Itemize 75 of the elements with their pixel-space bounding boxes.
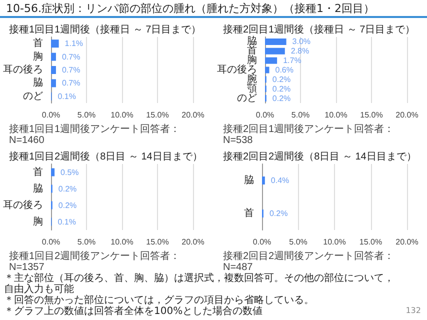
y-tick-label: 耳の後ろ	[217, 64, 257, 76]
data-label: 0.7%	[62, 66, 80, 74]
x-tick-label: 10.0%	[324, 110, 348, 120]
data-label: 0.1%	[58, 217, 76, 226]
text: 接種1回目2週間後アンケート回答者：N=1357	[9, 250, 180, 273]
x-tick-label: 15.0%	[146, 110, 169, 120]
x-tick-label: 5.0%	[289, 238, 308, 246]
y-tick-label: 脇	[244, 174, 254, 186]
bar	[51, 66, 56, 74]
data-label: 3.0%	[292, 37, 311, 46]
y-tick-label: 首	[33, 166, 43, 178]
x-tick-label: 0.0%	[42, 110, 60, 120]
chart-title: 接種1回目2週間後（8日目 ～ 14日目まで）	[9, 150, 202, 162]
data-label: 0.4%	[270, 176, 290, 185]
y-tick-label: 胸	[33, 50, 43, 62]
y-tick-label: 脇	[33, 76, 43, 89]
x-tick-label: 10.0%	[110, 238, 134, 246]
bar	[51, 40, 59, 48]
data-label: 0.2%	[272, 94, 291, 103]
data-label: 0.2%	[58, 184, 77, 194]
chart-title: 接種1回目1週間後（接種日 ～ 7日目まで）	[9, 24, 202, 36]
y-tick-label: 耳の後ろ	[3, 64, 43, 76]
y-tick-label: 脇	[33, 182, 43, 194]
text: 接種2回目1週間後アンケート回答者：N=538	[223, 123, 394, 146]
y-tick-label: 首	[33, 37, 43, 50]
text: ＊グラフ上の数値は回答者全体を100%とした場合の数値	[4, 306, 264, 317]
x-tick-label: 20.0%	[396, 238, 418, 246]
y-tick-label: 腕	[247, 72, 257, 85]
data-label: 0.6%	[275, 66, 294, 74]
chart-title: 接種2回目2週間後（8日目 ～ 14日目まで）	[223, 150, 416, 162]
x-tick-label: 10.0%	[323, 238, 346, 246]
data-label: 2.8%	[290, 46, 310, 56]
data-label: 0.5%	[60, 168, 79, 177]
x-tick-label: 15.0%	[360, 110, 383, 120]
x-tick-label: 0.0%	[256, 110, 274, 120]
text: 132	[406, 306, 421, 315]
bar	[265, 57, 278, 64]
x-tick-label: 15.0%	[146, 238, 169, 246]
data-label: 0.7%	[62, 52, 80, 62]
data-label: 1.7%	[283, 56, 302, 66]
x-tick-label: 10.0%	[110, 110, 134, 120]
data-label: 0.1%	[58, 92, 76, 101]
chart-title: 接種2回目1週間後（接種日 ～ 7日目まで）	[223, 24, 416, 36]
text: 10-56.症状別：リンパ節の部位の腫れ（腫れた方対象）（接種1・2回目）	[6, 1, 374, 16]
data-label: 0.2%	[272, 74, 291, 84]
bar	[265, 38, 286, 45]
x-tick-label: 5.0%	[77, 110, 96, 120]
bar	[265, 48, 285, 54]
x-tick-label: 20.0%	[396, 110, 418, 120]
x-tick-label: 15.0%	[359, 238, 382, 246]
x-tick-label: 5.0%	[77, 238, 96, 246]
text: 接種2回目2週間後アンケート回答者：N=487	[223, 250, 394, 273]
x-tick-label: 20.0%	[182, 110, 204, 120]
y-tick-label: 耳の後ろ	[3, 198, 43, 211]
data-label: 0.2%	[269, 209, 288, 218]
bar	[51, 79, 56, 88]
x-tick-label: 0.0%	[42, 238, 60, 246]
bar	[51, 52, 56, 61]
x-tick-label: 20.0%	[182, 238, 204, 246]
y-tick-label: 顎	[247, 83, 257, 94]
y-tick-label: 胸	[247, 54, 257, 66]
data-label: 0.2%	[272, 84, 291, 94]
text: 接種1回目1週間後アンケート回答者：N=1460	[9, 123, 180, 146]
data-label: 1.1%	[64, 39, 84, 48]
text: ＊回答の無かった部位については，グラフの項目から省略している。	[4, 295, 315, 306]
text: ＊主な部位（耳の後ろ、首、胸、脇）は選択式，複数回答可。その他の部位について，自由入力も可能	[4, 273, 395, 295]
x-tick-label: 5.0%	[291, 110, 310, 120]
x-tick-label: 0.0%	[252, 238, 272, 246]
bar	[265, 66, 270, 74]
data-label: 0.7%	[62, 78, 80, 88]
y-tick-label: 胸	[33, 215, 43, 228]
data-label: 0.2%	[58, 200, 77, 210]
y-tick-label: のど	[23, 90, 43, 102]
y-tick-label: 首	[244, 207, 254, 219]
y-tick-label: のど	[237, 92, 257, 104]
